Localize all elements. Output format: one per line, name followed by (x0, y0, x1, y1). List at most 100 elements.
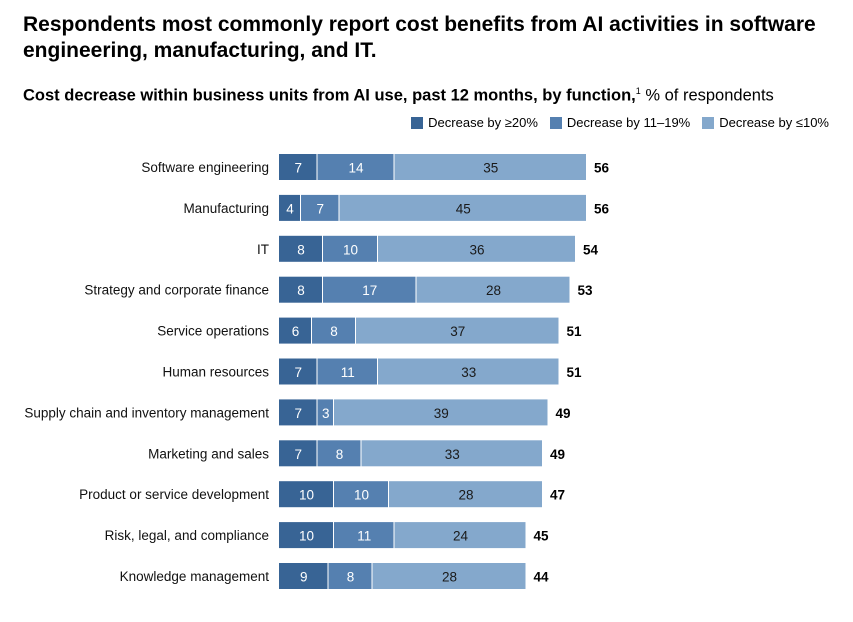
segment-label: 17 (362, 283, 377, 298)
bar-segment (334, 399, 548, 426)
bar-segment (416, 276, 570, 303)
category-label: Manufacturing (183, 201, 269, 216)
segment-label: 7 (316, 201, 324, 216)
bar-segment (279, 194, 300, 221)
bar-segment (279, 563, 328, 589)
segment-label: 39 (434, 406, 449, 421)
category-label: Software engineering (141, 160, 269, 175)
bar-segment (394, 154, 586, 180)
segment-label: 7 (294, 365, 302, 380)
total-label: 49 (550, 447, 565, 462)
total-label: 54 (583, 242, 599, 257)
legend-item: Decrease by ≤10% (702, 115, 829, 130)
segment-label: 11 (357, 529, 371, 544)
legend-label: Decrease by 11–19% (566, 115, 691, 130)
bar-segment (372, 563, 526, 589)
segment-label: 36 (469, 242, 484, 257)
total-label: 47 (550, 488, 565, 503)
segment-label: 7 (294, 447, 302, 462)
chart-title: Respondents most commonly report cost be… (23, 13, 816, 62)
total-label: 51 (567, 324, 583, 339)
segment-label: 8 (336, 447, 344, 462)
chart-subtitle: Cost decrease within business units from… (23, 86, 774, 106)
bar-segment (301, 194, 339, 221)
segment-label: 4 (286, 201, 294, 216)
bar-segment (312, 317, 355, 344)
bar-segment (361, 440, 542, 467)
total-label: 56 (594, 161, 610, 176)
legend-item: Decrease by 11–19% (549, 115, 691, 130)
bar-segment (356, 317, 559, 344)
segment-label: 14 (348, 161, 364, 176)
category-label: Product or service development (79, 487, 269, 502)
segment-label: 45 (456, 201, 471, 216)
segment-label: 9 (300, 570, 308, 585)
total-label: 53 (578, 283, 594, 298)
legend-label: Decrease by ≥20% (428, 115, 538, 130)
bar-segment (328, 563, 372, 589)
category-label: Strategy and corporate finance (84, 283, 269, 298)
category-label: Supply chain and inventory management (24, 405, 269, 420)
segment-label: 7 (294, 406, 302, 421)
total-label: 44 (534, 570, 550, 585)
bar-segment (279, 317, 311, 344)
legend-label: Decrease by ≤10% (719, 115, 829, 130)
subtitle-main: Cost decrease within business units from… (23, 86, 636, 105)
segment-label: 28 (442, 570, 457, 585)
bar-segment (279, 358, 317, 385)
bar-segment (378, 358, 559, 385)
segment-label: 6 (292, 324, 300, 339)
total-label: 49 (556, 406, 571, 421)
legend: Decrease by ≥20% Decrease by 11–19% Decr… (411, 115, 829, 130)
bar-segment (334, 522, 394, 549)
category-label: Human resources (162, 365, 269, 380)
segment-label: 11 (341, 365, 355, 380)
bar-segment (394, 522, 526, 549)
subtitle-unit: % of respondents (645, 86, 774, 105)
bar-segment (279, 276, 322, 303)
segment-label: 7 (294, 161, 302, 176)
category-label: Risk, legal, and compliance (105, 528, 269, 543)
bar-segment (279, 399, 317, 426)
bar-segment (317, 154, 394, 180)
category-label: Service operations (157, 324, 269, 339)
bar-segment (279, 235, 322, 262)
bar-segment (279, 154, 317, 180)
total-label: 56 (594, 201, 610, 216)
bar-segment (317, 440, 361, 467)
bar-segment (334, 481, 388, 508)
legend-swatch (411, 116, 424, 129)
bar-segment (317, 358, 377, 385)
segment-label: 10 (354, 488, 369, 503)
segment-label: 3 (322, 406, 330, 421)
bar-segment (279, 440, 317, 467)
total-label: 45 (534, 529, 550, 544)
segment-label: 8 (330, 324, 338, 339)
bar-segment (279, 522, 333, 549)
total-label: 51 (567, 365, 583, 380)
segment-label: 28 (486, 283, 501, 298)
category-label: IT (257, 242, 269, 257)
bar-segment (339, 194, 586, 221)
category-label: Knowledge management (120, 569, 270, 584)
segment-label: 10 (299, 529, 314, 544)
legend-swatch (549, 116, 562, 129)
legend-item: Decrease by ≥20% (411, 115, 538, 130)
bar-segment (317, 399, 333, 426)
legend-swatch (702, 116, 715, 129)
segment-label: 33 (461, 365, 476, 380)
footnote-marker: 1 (635, 86, 641, 96)
segment-label: 28 (458, 488, 473, 503)
segment-label: 8 (297, 283, 305, 298)
segment-label: 24 (453, 529, 469, 544)
bar-segment (279, 481, 333, 508)
segment-label: 8 (297, 242, 305, 257)
segment-label: 37 (450, 324, 465, 339)
bar-segment (323, 235, 377, 262)
segment-label: 10 (343, 242, 358, 257)
segment-label: 10 (299, 488, 314, 503)
bar-segment (323, 276, 416, 303)
category-label: Marketing and sales (148, 446, 269, 461)
bar-segment (389, 481, 542, 508)
